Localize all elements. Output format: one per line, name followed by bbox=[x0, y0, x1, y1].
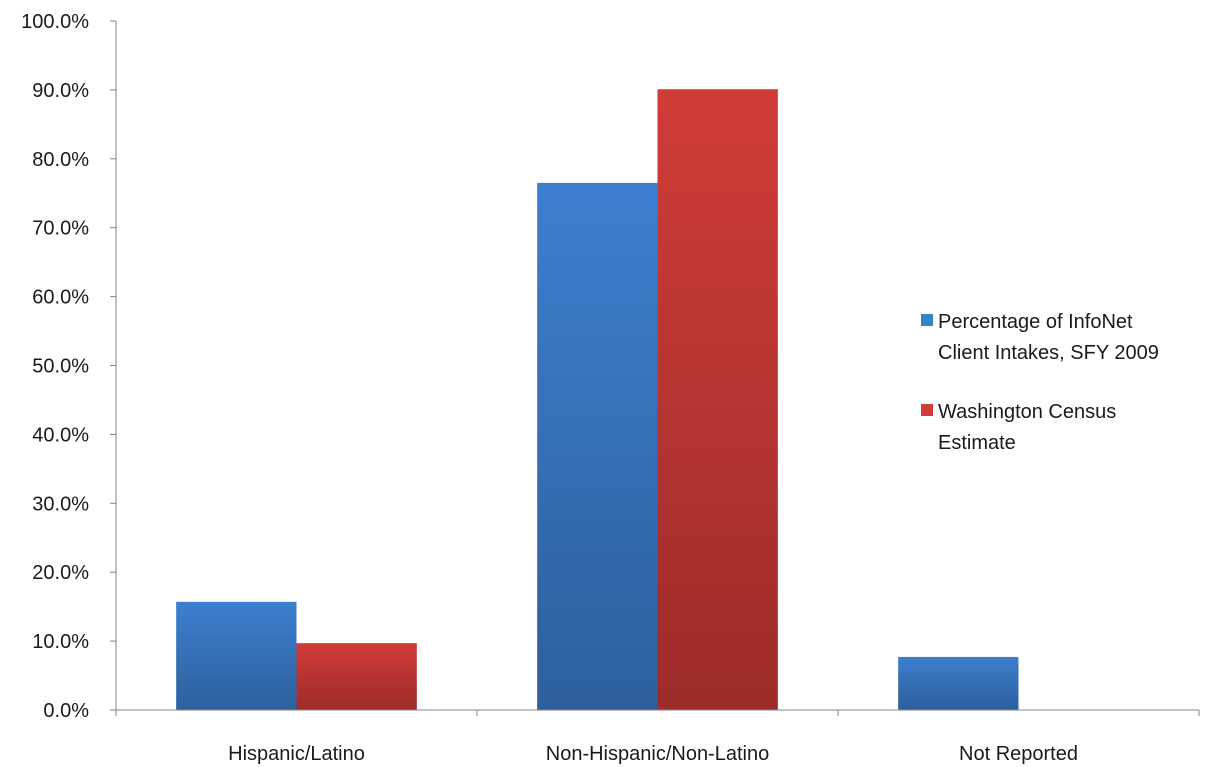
bar-infonet-0 bbox=[176, 601, 297, 710]
legend-label: Percentage of InfoNet bbox=[938, 311, 1133, 333]
y-tick-label: 10.0% bbox=[32, 631, 89, 653]
y-axis: 0.0% 10.0% 20.0% 30.0% 40.0% 50.0% 60.0% 70.0% 8… bbox=[21, 11, 117, 722]
x-category-label: Hispanic/Latino bbox=[228, 743, 365, 765]
bar-census-0 bbox=[296, 643, 417, 710]
legend-label: Washington Census bbox=[938, 401, 1116, 423]
legend-swatch-infonet bbox=[921, 314, 933, 326]
y-tick-label: 100.0% bbox=[21, 11, 89, 33]
bars bbox=[176, 89, 1019, 711]
y-tick-label: 80.0% bbox=[32, 149, 89, 171]
legend-label: Estimate bbox=[938, 432, 1016, 454]
y-tick-label: 30.0% bbox=[32, 493, 89, 515]
y-tick-label: 50.0% bbox=[32, 356, 89, 378]
y-tick-label: 20.0% bbox=[32, 562, 89, 584]
y-tick-label: 60.0% bbox=[32, 287, 89, 309]
bar-infonet-1 bbox=[537, 182, 658, 711]
legend: Percentage of InfoNet Client Intakes, SFY… bbox=[921, 311, 1159, 454]
y-tick-label: 0.0% bbox=[43, 700, 89, 722]
y-tick-label: 70.0% bbox=[32, 218, 89, 240]
y-tick-label: 40.0% bbox=[32, 424, 89, 446]
x-category-label: Not Reported bbox=[959, 743, 1078, 765]
x-category-label: Non-Hispanic/Non-Latino bbox=[546, 743, 769, 765]
bar-infonet-2 bbox=[898, 656, 1019, 710]
legend-swatch-census bbox=[921, 404, 933, 416]
legend-label: Client Intakes, SFY 2009 bbox=[938, 342, 1159, 364]
y-tick-label: 90.0% bbox=[32, 80, 89, 102]
bar-census-1 bbox=[657, 89, 778, 710]
x-axis: Hispanic/Latino Non-Hispanic/Non-Latino No… bbox=[115, 709, 1200, 765]
